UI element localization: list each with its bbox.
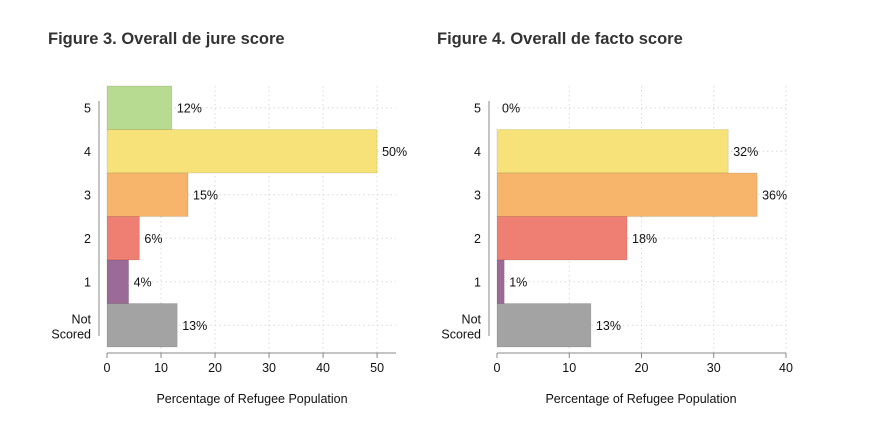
bar-2: [496, 172, 758, 217]
x-tick-label-0: 0: [104, 361, 111, 375]
bar-3: [106, 216, 140, 261]
chart-title-de-facto: Figure 4. Overall de facto score: [437, 30, 683, 48]
y-tick-label-2: 3: [84, 188, 91, 202]
y-tick-label-1: 4: [474, 145, 481, 159]
x-tick-label-2: 20: [208, 361, 222, 375]
x-tick-label-1: 10: [154, 361, 168, 375]
bar-5: [496, 303, 592, 348]
bar-3: [496, 216, 628, 261]
y-tick-label-0: 5: [474, 101, 481, 115]
y-tick-label-1: 4: [84, 145, 91, 159]
data-label-1: 32%: [733, 145, 758, 159]
data-label-0: 0%: [502, 101, 520, 115]
data-label-4: 4%: [134, 275, 152, 289]
y-tick-label-3: 2: [84, 232, 91, 246]
y-tick-label-5: Not Scored: [51, 312, 91, 341]
data-label-3: 6%: [144, 232, 162, 246]
data-label-5: 13%: [182, 319, 207, 333]
bar-4: [496, 259, 505, 304]
x-tick-label-1: 10: [562, 361, 576, 375]
x-tick-label-0: 0: [494, 361, 501, 375]
x-axis-title: Percentage of Refugee Population: [545, 392, 736, 406]
data-label-5: 13%: [596, 319, 621, 333]
data-label-4: 1%: [509, 275, 527, 289]
data-label-1: 50%: [382, 145, 407, 159]
x-tick-label-5: 50: [370, 361, 384, 375]
x-tick-label-2: 20: [635, 361, 649, 375]
x-tick-label-4: 40: [779, 361, 793, 375]
x-tick-label-4: 40: [316, 361, 330, 375]
y-tick-label-4: 1: [474, 275, 481, 289]
data-label-2: 15%: [193, 188, 218, 202]
data-label-3: 18%: [632, 232, 657, 246]
x-axis-title: Percentage of Refugee Population: [156, 392, 347, 406]
x-tick-label-3: 30: [707, 361, 721, 375]
x-tick-label-3: 30: [262, 361, 276, 375]
bar-1: [106, 129, 378, 174]
y-tick-label-2: 3: [474, 188, 481, 202]
bar-0: [106, 85, 173, 130]
y-tick-label-3: 2: [474, 232, 481, 246]
y-tick-label-5: Not Scored: [441, 312, 481, 341]
y-tick-label-0: 5: [84, 101, 91, 115]
bar-5: [106, 303, 178, 348]
data-label-2: 36%: [762, 188, 787, 202]
chart-title-de-jure: Figure 3. Overall de jure score: [48, 30, 285, 48]
bar-1: [496, 129, 729, 174]
bar-2: [106, 172, 189, 217]
y-tick-label-4: 1: [84, 275, 91, 289]
data-label-0: 12%: [177, 101, 202, 115]
